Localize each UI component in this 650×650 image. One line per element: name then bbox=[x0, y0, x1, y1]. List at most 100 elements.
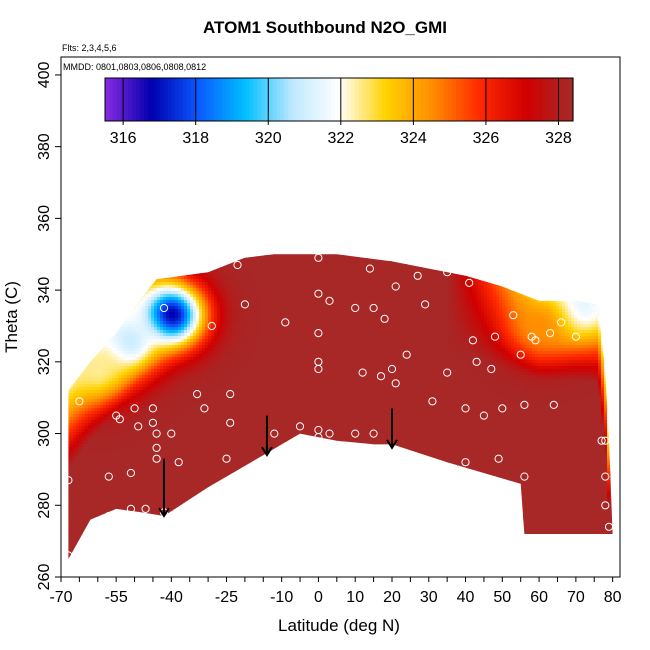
sample-point bbox=[64, 551, 73, 560]
sample-point bbox=[557, 318, 566, 327]
sample-point bbox=[314, 433, 323, 442]
sample-point bbox=[443, 368, 452, 377]
sample-point bbox=[130, 404, 139, 413]
sample-point bbox=[152, 454, 161, 463]
sample-point bbox=[531, 336, 540, 345]
sample-point bbox=[200, 404, 209, 413]
sample-point bbox=[465, 278, 474, 287]
colorbar-tick-label: 324 bbox=[400, 130, 427, 147]
sample-point bbox=[590, 300, 599, 309]
sample-point bbox=[498, 404, 507, 413]
sample-point bbox=[365, 264, 374, 273]
colorbar-tick-label: 326 bbox=[473, 130, 500, 147]
x-tick-label: 10 bbox=[346, 589, 364, 606]
sample-point bbox=[314, 329, 323, 338]
sample-point bbox=[226, 390, 235, 399]
sample-point bbox=[391, 379, 400, 388]
sample-point bbox=[369, 303, 378, 313]
sample-point bbox=[468, 336, 477, 345]
y-axis-title: Theta (C) bbox=[2, 281, 21, 353]
y-tick-label: 340 bbox=[36, 277, 53, 304]
sample-point bbox=[104, 511, 113, 521]
sample-point bbox=[421, 300, 430, 309]
sample-point bbox=[509, 311, 518, 320]
sample-point bbox=[604, 522, 614, 531]
colorbar: 316 318 320 322 324 326 328 bbox=[104, 77, 574, 147]
sample-point bbox=[546, 329, 555, 338]
sample-point bbox=[479, 411, 488, 420]
y-tick-label: 300 bbox=[36, 420, 53, 447]
sample-point bbox=[325, 296, 334, 305]
sample-point bbox=[428, 397, 437, 406]
sample-point bbox=[549, 400, 558, 409]
sample-point bbox=[597, 436, 606, 445]
sample-point bbox=[369, 429, 378, 438]
sample-point bbox=[314, 364, 323, 374]
sample-point bbox=[222, 454, 231, 463]
sample-point bbox=[281, 318, 290, 327]
y-tick-label: 260 bbox=[36, 564, 53, 591]
x-tick-label: -10 bbox=[270, 589, 293, 606]
sample-point bbox=[167, 429, 176, 438]
sample-point bbox=[314, 289, 323, 298]
sample-point bbox=[601, 472, 610, 481]
y-tick-label: 400 bbox=[36, 61, 53, 88]
sample-point bbox=[380, 314, 389, 323]
x-tick-label: 30 bbox=[420, 589, 438, 606]
sample-point bbox=[141, 504, 150, 513]
sample-point bbox=[402, 350, 411, 359]
down-arrow-icon bbox=[261, 415, 273, 457]
plot-frame bbox=[60, 56, 621, 578]
colorbar-tick-label: 316 bbox=[110, 130, 137, 147]
sample-points bbox=[64, 253, 614, 560]
sample-point bbox=[295, 422, 305, 431]
colorbar-tick-label: 320 bbox=[255, 130, 282, 147]
x-tick-label: 20 bbox=[383, 589, 401, 606]
sample-point bbox=[413, 271, 422, 280]
colorbar-tick-label: 322 bbox=[327, 130, 354, 147]
x-tick-label: -40 bbox=[160, 589, 183, 606]
sample-point bbox=[226, 418, 235, 427]
sample-point bbox=[490, 332, 500, 341]
sample-point bbox=[115, 415, 124, 424]
sample-point bbox=[571, 332, 581, 341]
x-tick-label: 60 bbox=[530, 589, 548, 606]
sample-point bbox=[351, 303, 360, 313]
sample-point bbox=[240, 300, 249, 309]
y-tick-label: 360 bbox=[36, 205, 53, 232]
sample-point bbox=[461, 458, 470, 467]
x-tick-label: 50 bbox=[493, 589, 511, 606]
sample-point bbox=[148, 404, 157, 413]
x-tick-label: -55 bbox=[105, 589, 128, 606]
sample-point bbox=[126, 504, 135, 513]
sample-point bbox=[126, 468, 135, 478]
y-tick-label: 380 bbox=[36, 133, 53, 160]
sample-point bbox=[472, 357, 481, 366]
down-arrow-icon bbox=[158, 458, 170, 518]
dates-note: MMDD: 0801,0803,0806,0808,0812 bbox=[63, 62, 206, 72]
sample-point bbox=[487, 364, 496, 374]
x-tick-label: -25 bbox=[215, 589, 238, 606]
y-tick-label: 280 bbox=[36, 492, 53, 519]
sample-point bbox=[325, 429, 334, 438]
sample-point bbox=[75, 397, 84, 406]
sample-point bbox=[193, 390, 202, 399]
sample-point bbox=[148, 418, 157, 427]
y-tick-label: 320 bbox=[36, 348, 53, 375]
sample-point bbox=[152, 429, 161, 438]
colorbar-tick-label: 328 bbox=[545, 130, 572, 147]
sample-point bbox=[461, 404, 470, 413]
x-axis: -70 -55 -40 -25 -10 0 10 20 30 40 50 60 70 80 bbox=[49, 577, 622, 606]
sample-point bbox=[174, 458, 183, 467]
sample-point bbox=[601, 501, 610, 510]
sample-point bbox=[314, 253, 323, 262]
sample-point bbox=[270, 429, 279, 438]
sample-point bbox=[351, 429, 360, 438]
colorbar-frame bbox=[104, 77, 574, 122]
x-axis-title: Latitude (deg N) bbox=[278, 616, 400, 635]
down-arrow-icon bbox=[386, 408, 398, 450]
chart-title: ATOM1 Southbound N2O_GMI bbox=[0, 18, 650, 38]
sample-point bbox=[516, 350, 525, 359]
sample-point bbox=[207, 321, 216, 331]
